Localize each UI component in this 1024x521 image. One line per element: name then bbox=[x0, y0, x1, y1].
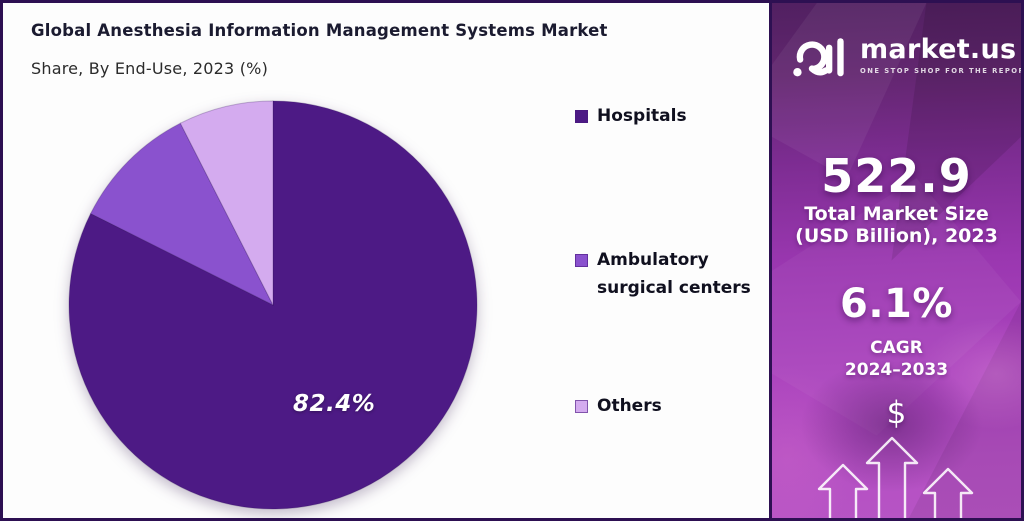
stat-label-line: Total Market Size bbox=[804, 203, 989, 225]
chart-panel: Global Anesthesia Information Management… bbox=[3, 3, 769, 518]
stat-label-line: 2024–2033 bbox=[844, 360, 949, 381]
legend-label: Hospitals bbox=[597, 106, 687, 126]
legend-label: Ambulatory surgical centers bbox=[597, 250, 751, 298]
total-market-size-value: 522.9 bbox=[821, 149, 972, 203]
brand-name: market.us bbox=[860, 33, 1017, 65]
slice-value-label: 82.4% bbox=[292, 391, 376, 417]
pie-slice-ambulatory-surgical-centers bbox=[89, 122, 275, 307]
dollar-icon: $ bbox=[886, 395, 907, 431]
legend-item-ambulatory-surgical-centers: Ambulatory surgical centers bbox=[575, 247, 762, 302]
legend-label: Others bbox=[597, 396, 662, 416]
legend-swatch-hospitals bbox=[575, 110, 588, 123]
pie-chart bbox=[68, 100, 478, 510]
brand-tagline: ONE STOP SHOP FOR THE REPORTS bbox=[860, 66, 1021, 75]
page-title: Global Anesthesia Information Management… bbox=[31, 21, 608, 40]
cagr-value: 6.1% bbox=[840, 281, 953, 327]
pie-slice-others bbox=[179, 100, 274, 306]
stat-label-line: CAGR bbox=[870, 338, 923, 358]
brand-sidebar: market.us ONE STOP SHOP FOR THE REPORTS … bbox=[769, 3, 1021, 518]
chart-subtitle: Share, By End-Use, 2023 (%) bbox=[31, 59, 269, 78]
pie-slice-hospitals bbox=[68, 100, 478, 510]
stat-label-line: (USD Billion), 2023 bbox=[795, 224, 998, 247]
growth-arrows-icon bbox=[817, 436, 974, 518]
legend-swatch-others bbox=[575, 400, 588, 413]
legend-item-hospitals: Hospitals bbox=[575, 103, 687, 131]
legend-item-others: Others bbox=[575, 393, 662, 421]
legend-swatch-ambulatory bbox=[575, 254, 588, 267]
brand-text: market.us ONE STOP SHOP FOR THE REPORTS bbox=[860, 36, 1021, 75]
market-us-logo-icon bbox=[793, 38, 844, 77]
brand-logo: market.us ONE STOP SHOP FOR THE REPORTS bbox=[792, 29, 1021, 81]
cagr-label: CAGR 2024–2033 bbox=[772, 337, 1021, 381]
total-market-size-label: Total Market Size (USD Billion), 2023 bbox=[772, 203, 1021, 247]
